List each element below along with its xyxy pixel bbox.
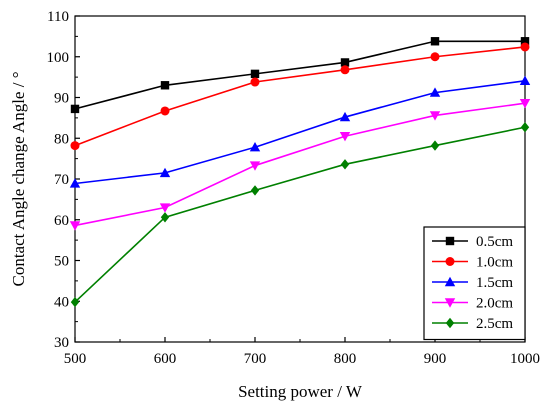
legend-swatch-marker <box>445 317 455 329</box>
data-point <box>249 142 261 152</box>
x-tick-label: 700 <box>244 351 267 367</box>
legend-box <box>423 226 526 341</box>
data-point <box>340 58 350 67</box>
legend-swatch-marker <box>445 257 455 266</box>
y-axis: 30 40 50 60 70 80 90 100 110 <box>47 9 80 351</box>
data-point <box>250 69 260 79</box>
data-point <box>339 132 351 142</box>
x-axis: 500 600 700 800 900 1000 <box>64 337 540 367</box>
y-tick-label: 40 <box>54 294 69 310</box>
series-1.0cm <box>70 42 530 151</box>
legend-label: 2.0cm <box>476 296 513 312</box>
data-point <box>519 99 531 109</box>
data-point <box>340 65 350 75</box>
data-point <box>519 75 531 85</box>
y-tick-label: 50 <box>54 254 69 270</box>
legend-item: 1.0cm <box>432 255 513 271</box>
y-tick-label: 110 <box>47 9 69 25</box>
data-point <box>70 141 80 151</box>
data-point <box>520 122 530 133</box>
x-tick-label: 900 <box>424 351 447 367</box>
y-tick-label: 70 <box>54 172 69 188</box>
legend-item: 0.5cm <box>432 234 513 250</box>
y-tick-label: 80 <box>54 131 69 147</box>
y-tick-label: 100 <box>47 50 70 66</box>
data-point <box>160 106 170 116</box>
data-point <box>70 104 80 114</box>
data-point <box>430 52 440 62</box>
y-tick-label: 30 <box>54 335 69 351</box>
legend-item: 2.0cm <box>432 296 513 312</box>
data-point <box>249 161 261 171</box>
y-axis-title: Contact Angle change Angle / ° <box>9 72 28 287</box>
data-point <box>159 203 171 213</box>
x-tick-label: 600 <box>154 351 177 367</box>
data-point <box>429 111 441 121</box>
data-point <box>429 87 441 97</box>
y-tick-label: 60 <box>54 213 69 229</box>
series-line <box>74 79 526 185</box>
series-layer <box>69 37 531 308</box>
data-point <box>159 167 171 178</box>
data-point <box>250 185 260 196</box>
series-2.0cm <box>69 99 531 231</box>
legend-label: 0.5cm <box>476 234 513 250</box>
series-line <box>74 40 525 110</box>
series-0.5cm <box>70 37 530 114</box>
legend: 0.5cm 1.0cm 1.5cm 2.0cm 2.5cm <box>423 226 526 341</box>
data-point <box>69 221 81 231</box>
legend-label: 1.0cm <box>476 255 513 271</box>
legend-swatch-marker <box>444 298 456 308</box>
legend-swatch-marker <box>445 236 455 246</box>
legend-item: 2.5cm <box>432 316 513 332</box>
x-tick-label: 500 <box>64 351 87 367</box>
y-tick-label: 90 <box>54 91 69 107</box>
data-point <box>430 37 440 46</box>
data-point <box>520 42 530 52</box>
data-point <box>70 296 80 308</box>
x-tick-label: 1000 <box>510 351 540 367</box>
data-point <box>520 37 530 46</box>
legend-swatch-marker <box>444 276 456 287</box>
data-point <box>339 111 351 122</box>
legend-label: 2.5cm <box>476 316 513 332</box>
legend-item: 1.5cm <box>432 275 513 291</box>
series-line <box>74 126 526 303</box>
data-point <box>430 140 440 151</box>
data-point <box>340 159 350 170</box>
series-line <box>74 102 526 227</box>
data-point <box>160 212 170 223</box>
legend-label: 1.5cm <box>476 275 513 291</box>
series-1.5cm <box>69 75 531 188</box>
x-tick-label: 800 <box>334 351 357 367</box>
series-line <box>74 46 526 147</box>
data-point <box>160 81 170 90</box>
data-point <box>69 178 81 188</box>
series-2.5cm <box>70 122 530 308</box>
x-axis-title: Setting power / W <box>238 382 363 401</box>
data-point <box>250 77 260 87</box>
